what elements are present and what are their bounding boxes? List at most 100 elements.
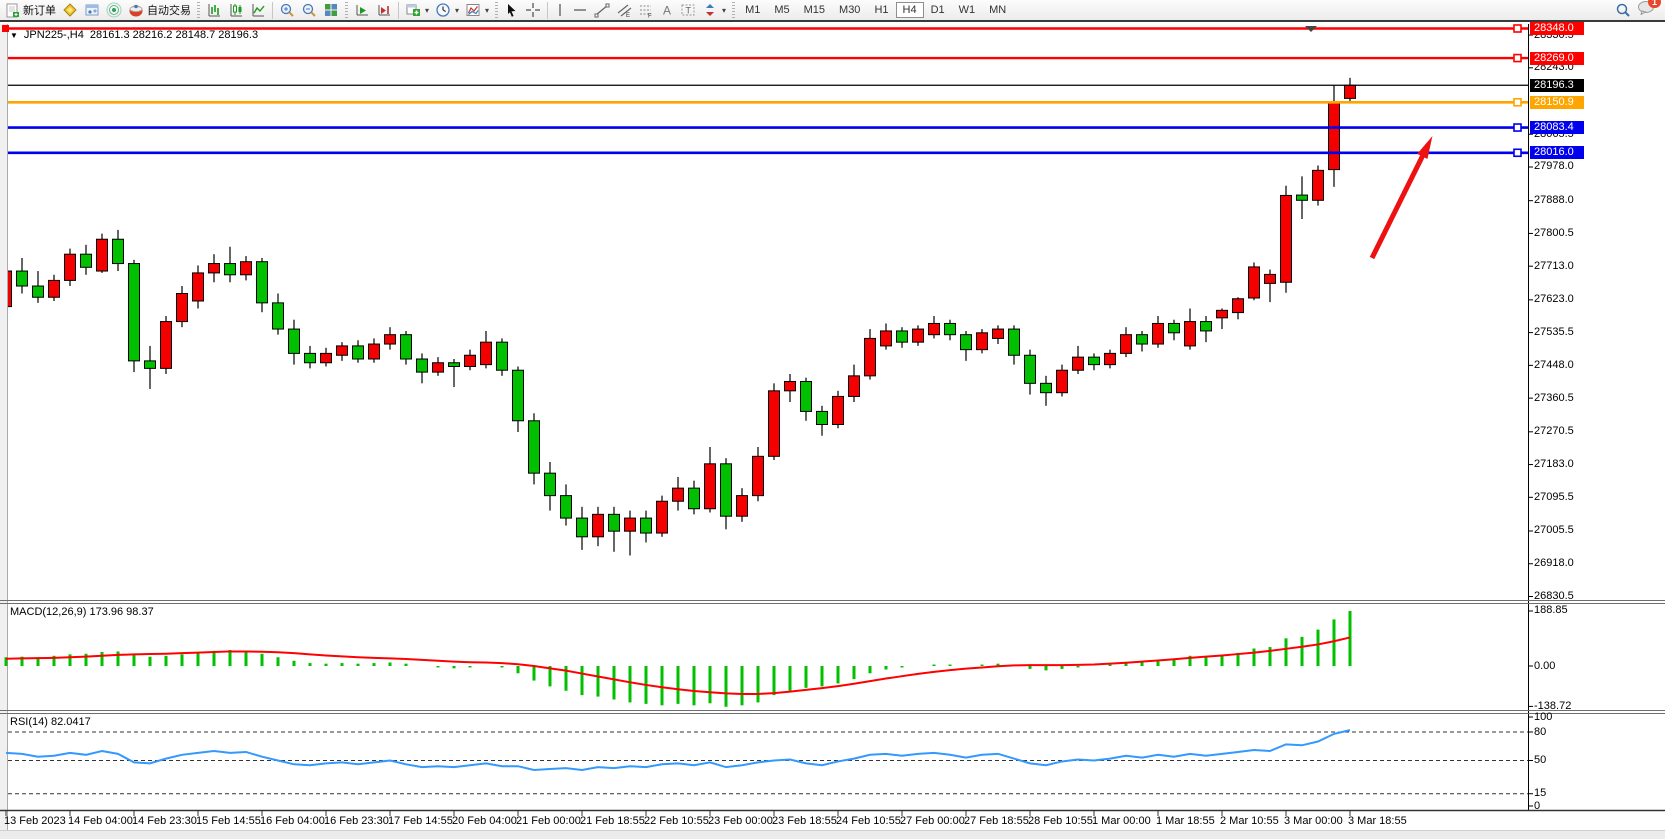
new-chart-button[interactable]: ▾	[402, 0, 432, 20]
arrows-button[interactable]: ▾	[699, 0, 729, 20]
chart-title-row: ▼ JPN225-,H4 28161.3 28216.2 28148.7 281…	[10, 29, 258, 41]
time-axis-label: 16 Feb 23:30	[324, 815, 389, 827]
trendline-button[interactable]	[591, 0, 613, 20]
macd-axis-label: 188.85	[1534, 604, 1568, 617]
price-tick-label: 27623.0	[1534, 293, 1574, 306]
price-tick-label: 27535.5	[1534, 326, 1574, 339]
svg-text:E: E	[626, 13, 630, 18]
timeframe-button-h1[interactable]: H1	[874, 4, 889, 16]
timeframe-button-m5[interactable]: M5	[774, 4, 790, 16]
auto-scroll-button[interactable]	[351, 0, 373, 20]
macd-label: MACD(12,26,9) 173.96 98.37	[10, 606, 154, 618]
line-chart-icon	[252, 4, 265, 17]
chevron-down-icon: ▾	[722, 5, 727, 15]
channel-icon: E	[617, 4, 632, 18]
notifications-button[interactable]: 1	[1637, 0, 1661, 20]
template-button[interactable]: ▾	[462, 0, 492, 20]
chart-shift-button[interactable]	[373, 0, 395, 20]
time-scale[interactable]	[8, 812, 1665, 830]
price-tick-label: 27270.5	[1534, 425, 1574, 438]
zoom-in-button[interactable]	[276, 0, 298, 20]
line-chart-button[interactable]	[247, 0, 269, 20]
crosshair-button[interactable]	[522, 0, 544, 20]
tile-windows-icon	[325, 4, 337, 16]
autotrading-icon	[129, 4, 143, 17]
toolbar-grip[interactable]	[197, 2, 200, 18]
new-chart-icon	[406, 4, 420, 16]
time-axis-label: 13 Feb 2023	[4, 815, 66, 827]
autotrading-label: 自动交易	[147, 5, 191, 17]
time-axis-label: 27 Feb 00:00	[900, 815, 965, 827]
fibonacci-button[interactable]: F	[635, 0, 657, 20]
rsi-axis-label: 50	[1534, 754, 1547, 766]
toolbar-grip[interactable]	[732, 2, 736, 18]
vertical-line-button[interactable]	[551, 0, 569, 20]
chart-menu-triangle-icon[interactable]: ▼	[10, 30, 18, 40]
horizontal-line-button[interactable]	[569, 0, 591, 20]
new-order-label: 新订单	[23, 5, 56, 17]
toolbar-separator	[398, 1, 399, 19]
bar-chart-icon	[208, 4, 220, 17]
timeframe-button-mn[interactable]: MN	[989, 4, 1007, 16]
time-axis-label: 3 Mar 00:00	[1284, 815, 1343, 827]
toolbar-separator	[547, 1, 549, 19]
timeframe-button-h4[interactable]: H4	[895, 2, 924, 18]
price-tick-label: 27005.5	[1534, 524, 1574, 537]
channel-button[interactable]: E	[613, 0, 635, 20]
window-left-border	[0, 24, 8, 830]
zoom-in-icon	[280, 3, 294, 17]
autotrading-button[interactable]: 自动交易	[125, 0, 194, 20]
toolbar-separator	[272, 1, 273, 19]
tile-windows-button[interactable]	[320, 0, 342, 20]
timeframe-button-m15[interactable]: M15	[803, 4, 826, 16]
market-watch-button[interactable]	[81, 0, 103, 20]
price-tick-label: 27095.5	[1534, 490, 1574, 503]
cursor-icon	[508, 3, 516, 17]
rsi-axis-label: 15	[1534, 787, 1547, 800]
macd-axis-label: -138.72	[1534, 699, 1572, 712]
new-order-icon	[6, 3, 19, 17]
price-tick-label: 27800.5	[1534, 226, 1574, 239]
layers-button[interactable]	[59, 0, 81, 20]
rsi-axis-label: 80	[1534, 725, 1547, 738]
signals-button[interactable]	[103, 0, 125, 20]
period-button[interactable]: ▾	[432, 0, 462, 20]
timeframe-button-w1[interactable]: W1	[958, 4, 976, 16]
chevron-down-icon: ▾	[485, 5, 490, 15]
new-order-button[interactable]: 新订单	[2, 0, 59, 20]
chart-ohlc-values: 28161.3 28216.2 28148.7 28196.3	[89, 29, 259, 41]
time-axis-label: 14 Feb 23:30	[132, 815, 197, 827]
time-axis-label: 21 Feb 00:00	[516, 815, 581, 827]
cursor-button[interactable]	[501, 0, 522, 20]
fibonacci-icon: F	[640, 5, 652, 18]
text-button[interactable]: A	[657, 0, 677, 20]
layers-icon	[63, 3, 77, 17]
candlestick-chart-button[interactable]	[225, 0, 247, 20]
svg-text:A: A	[663, 4, 671, 18]
price-level-badge: 28348.0	[1530, 22, 1584, 35]
candlestick-chart-icon	[230, 4, 242, 17]
time-axis-label: 21 Feb 18:55	[580, 815, 645, 827]
chart-symbol-timeframe: JPN225-,H4	[23, 29, 84, 41]
bar-chart-button[interactable]	[203, 0, 225, 20]
search-icon[interactable]	[1615, 2, 1631, 18]
price-tick-label: 27183.0	[1534, 458, 1574, 471]
text-label-button[interactable]: T	[677, 0, 699, 20]
time-axis-label: 22 Feb 10:55	[644, 815, 709, 827]
price-tick-label: 27360.5	[1534, 391, 1574, 404]
timeframe-button-d1[interactable]: D1	[930, 4, 945, 16]
timeframe-button-m30[interactable]: M30	[839, 4, 861, 16]
zoom-out-button[interactable]	[298, 0, 320, 20]
price-level-badge: 28269.0	[1530, 51, 1584, 65]
timeframe-button-m1[interactable]: M1	[745, 4, 761, 16]
time-axis-label: 23 Feb 18:55	[772, 815, 837, 827]
signals-icon	[106, 2, 122, 18]
chart-shift-icon	[378, 5, 390, 16]
toolbar-grip[interactable]	[345, 2, 348, 18]
crosshair-icon	[526, 3, 541, 17]
text-label-icon: T	[681, 4, 695, 16]
timeframe-group: M1 M5 M15 M30 H1 H4 D1 W1 MN	[738, 2, 1013, 18]
toolbar-grip[interactable]	[495, 2, 499, 18]
